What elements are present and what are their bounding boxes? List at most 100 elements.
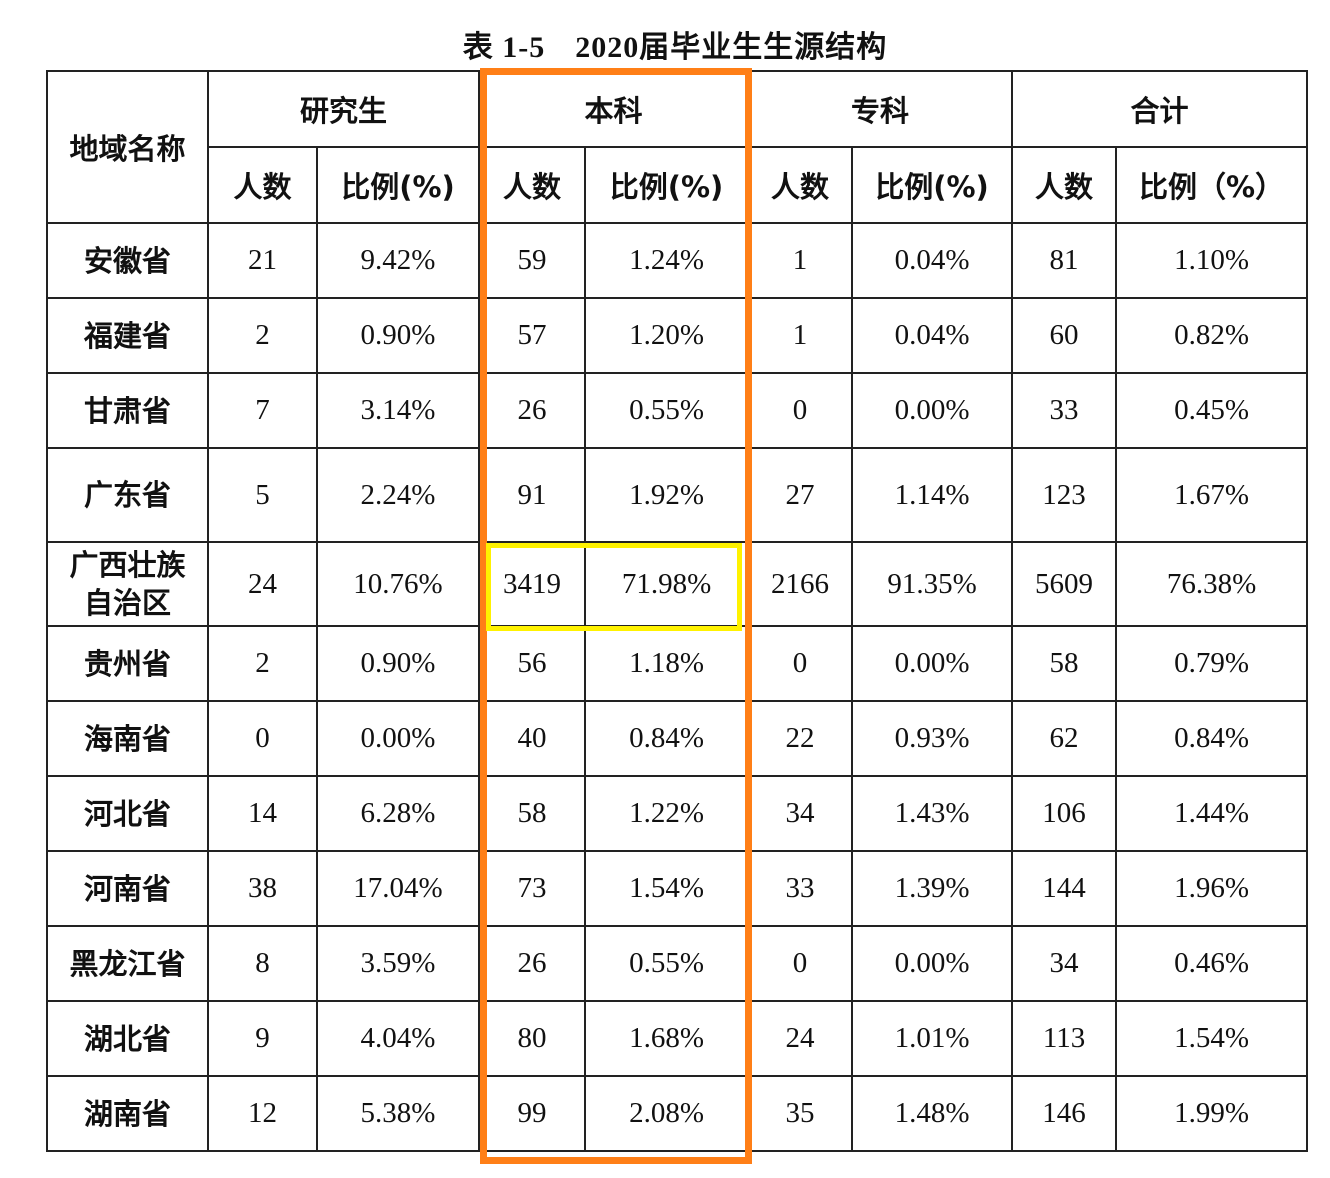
ratio-cell: 0.00% (851, 625, 1014, 702)
count-cell: 1 (747, 297, 854, 374)
table-row: 黑龙江省 8 3.59% 26 0.55% 0 0.00% 34 0.46% (46, 925, 1309, 1002)
region-name: 福建省 (46, 297, 209, 374)
table-title: 2020届毕业生生源结构 (575, 31, 888, 64)
ratio-cell: 1.01% (851, 1000, 1014, 1077)
region-name: 广东省 (46, 447, 209, 543)
region-name: 湖北省 (46, 1000, 209, 1077)
region-name-line: 自治区 (83, 586, 171, 620)
ratio-cell: 1.54% (584, 850, 750, 927)
count-cell: 144 (1011, 850, 1118, 927)
region-name: 贵州省 (46, 625, 209, 702)
count-cell: 2166 (747, 541, 854, 627)
ratio-cell: 1.96% (1115, 850, 1309, 927)
count-cell: 24 (747, 1000, 854, 1077)
ratio-cell: 2.24% (315, 447, 481, 543)
count-cell: 24 (207, 541, 318, 627)
region-name: 安徽省 (46, 222, 209, 299)
source-structure-table: 地域名称 研究生 本科 专科 合计 人数 比例(%) 人数 比例(%) 人数 比… (46, 70, 1309, 1152)
region-name: 黑龙江省 (46, 925, 209, 1002)
count-cell: 60 (1011, 297, 1118, 374)
table-row: 贵州省 2 0.90% 56 1.18% 0 0.00% 58 0.79% (46, 625, 1309, 702)
subheader-count: 人数 (1011, 146, 1118, 224)
count-cell: 0 (747, 925, 854, 1002)
ratio-cell: 1.67% (1115, 447, 1309, 543)
count-cell: 73 (478, 850, 587, 927)
count-cell: 9 (207, 1000, 318, 1077)
ratio-cell: 1.20% (584, 297, 750, 374)
region-name-line: 广西壮族 (69, 548, 186, 582)
ratio-cell: 0.90% (315, 297, 481, 374)
ratio-cell: 0.84% (584, 700, 750, 777)
ratio-cell: 1.92% (584, 447, 750, 543)
ratio-cell: 6.28% (315, 775, 481, 852)
ratio-cell: 0.04% (851, 297, 1014, 374)
table-row: 福建省 2 0.90% 57 1.20% 1 0.04% 60 0.82% (46, 297, 1309, 374)
ratio-cell: 0.93% (851, 700, 1014, 777)
ratio-cell: 1.68% (584, 1000, 750, 1077)
ratio-cell: 4.04% (315, 1000, 481, 1077)
ratio-cell: 1.54% (1115, 1000, 1309, 1077)
count-cell: 81 (1011, 222, 1118, 299)
count-cell: 26 (478, 372, 587, 449)
count-cell: 80 (478, 1000, 587, 1077)
count-cell: 21 (207, 222, 318, 299)
subheader-ratio: 比例(%) (851, 146, 1014, 224)
table-row: 广西壮族 自治区 24 10.76% 3419 71.98% 2166 91.35% 5609 7… (46, 541, 1309, 627)
count-cell: 22 (747, 700, 854, 777)
ratio-cell: 1.22% (584, 775, 750, 852)
subheader-count: 人数 (478, 146, 587, 224)
subheader-ratio: 比例(%) (584, 146, 750, 224)
ratio-cell: 1.48% (851, 1075, 1014, 1152)
count-cell: 106 (1011, 775, 1118, 852)
ratio-cell: 5.38% (315, 1075, 481, 1152)
count-cell: 26 (478, 925, 587, 1002)
table-row: 安徽省 21 9.42% 59 1.24% 1 0.04% 81 1.10% (46, 222, 1309, 299)
header-graduate: 研究生 (206, 70, 481, 148)
table-caption: 表 1-5 2020届毕业生生源结构 (0, 22, 1330, 66)
table-row: 湖北省 9 4.04% 80 1.68% 24 1.01% 113 1.54% (46, 1000, 1309, 1077)
count-cell: 0 (747, 625, 854, 702)
count-cell: 58 (1011, 625, 1118, 702)
table-row: 河南省 38 17.04% 73 1.54% 33 1.39% 144 1.96% (46, 850, 1309, 927)
ratio-cell: 10.76% (315, 541, 481, 627)
ratio-cell: 1.10% (1115, 222, 1309, 299)
subheader-count: 人数 (207, 146, 318, 224)
ratio-cell: 0.55% (584, 925, 750, 1002)
ratio-cell: 1.44% (1115, 775, 1309, 852)
table-row: 河北省 14 6.28% 58 1.22% 34 1.43% 106 1.44% (46, 775, 1309, 852)
count-cell: 99 (478, 1075, 587, 1152)
count-cell: 3419 (478, 541, 587, 627)
ratio-cell: 1.24% (584, 222, 750, 299)
table-row: 湖南省 12 5.38% 99 2.08% 35 1.48% 146 1.99% (46, 1075, 1309, 1152)
table-row: 海南省 0 0.00% 40 0.84% 22 0.93% 62 0.84% (46, 700, 1309, 777)
ratio-cell: 76.38% (1115, 541, 1309, 627)
ratio-cell: 0.45% (1115, 372, 1309, 449)
ratio-cell: 0.84% (1115, 700, 1309, 777)
count-cell: 12 (207, 1075, 318, 1152)
table-number: 表 1-5 (462, 31, 546, 64)
ratio-cell: 0.00% (315, 700, 481, 777)
count-cell: 2 (207, 297, 318, 374)
ratio-cell: 0.00% (851, 925, 1014, 1002)
ratio-cell: 1.39% (851, 850, 1014, 927)
region-name: 河南省 (46, 850, 209, 927)
count-cell: 14 (207, 775, 318, 852)
ratio-cell: 2.08% (584, 1075, 750, 1152)
ratio-cell: 91.35% (851, 541, 1014, 627)
region-name: 湖南省 (46, 1075, 209, 1152)
count-cell: 34 (747, 775, 854, 852)
region-name: 河北省 (46, 775, 209, 852)
count-cell: 7 (207, 372, 318, 449)
subheader-ratio: 比例（%） (1115, 146, 1309, 224)
ratio-cell: 0.82% (1115, 297, 1309, 374)
count-cell: 33 (1011, 372, 1118, 449)
count-cell: 2 (207, 625, 318, 702)
count-cell: 0 (207, 700, 318, 777)
ratio-cell: 3.59% (315, 925, 481, 1002)
count-cell: 113 (1011, 1000, 1118, 1077)
region-name: 海南省 (46, 700, 209, 777)
subheader-count: 人数 (747, 146, 854, 224)
header-total: 合计 (1011, 70, 1309, 148)
ratio-cell: 0.79% (1115, 625, 1309, 702)
header-undergraduate: 本科 (478, 70, 750, 148)
